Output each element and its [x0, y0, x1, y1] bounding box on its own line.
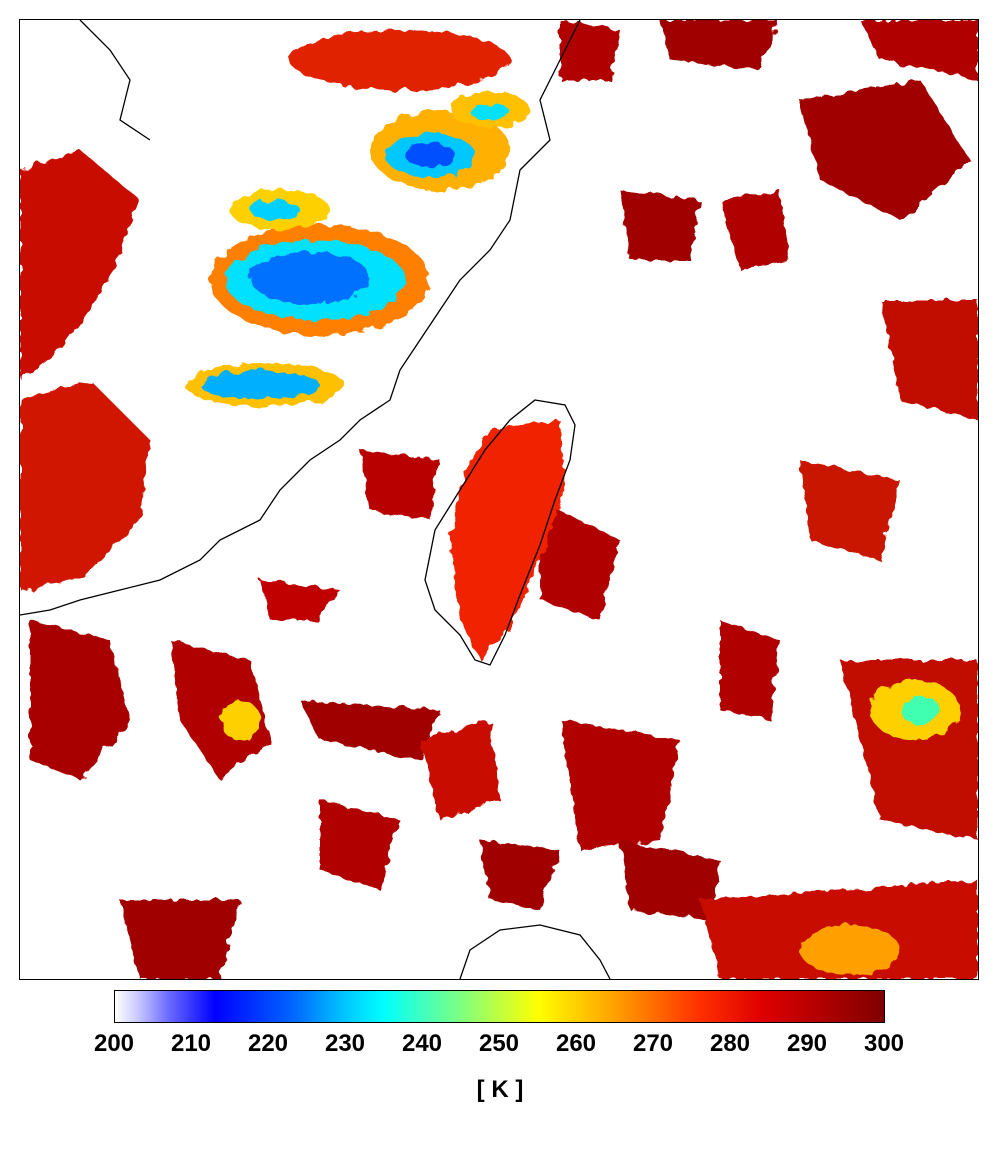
taiwan-cloud [450, 420, 565, 660]
luzon-coast [459, 924, 611, 979]
colorbar-tick-label: 280 [709, 1030, 751, 1057]
colorbar-tick-label: 290 [786, 1030, 828, 1057]
colorbar-tick-label: 210 [170, 1030, 212, 1057]
cold-cloud-cores [185, 30, 960, 975]
colorbar [114, 990, 885, 1023]
colorbar-tick-label: 250 [478, 1030, 520, 1057]
colorbar-tick-label: 200 [93, 1030, 135, 1057]
taiwan-island [424, 399, 576, 666]
map-canvas [20, 20, 978, 979]
satellite-map [19, 19, 979, 980]
colorbar-tick-label: 220 [247, 1030, 289, 1057]
colorbar-tick-label: 300 [863, 1030, 905, 1057]
unit-label: [ K ] [476, 1076, 524, 1103]
colorbar-tick-label: 260 [555, 1030, 597, 1057]
china-coastline [20, 20, 581, 616]
colorbar-tick-label: 270 [632, 1030, 674, 1057]
colorbar-tick-label: 240 [401, 1030, 443, 1057]
coastlines [20, 20, 611, 979]
colorbar-tick-label: 230 [324, 1030, 366, 1057]
